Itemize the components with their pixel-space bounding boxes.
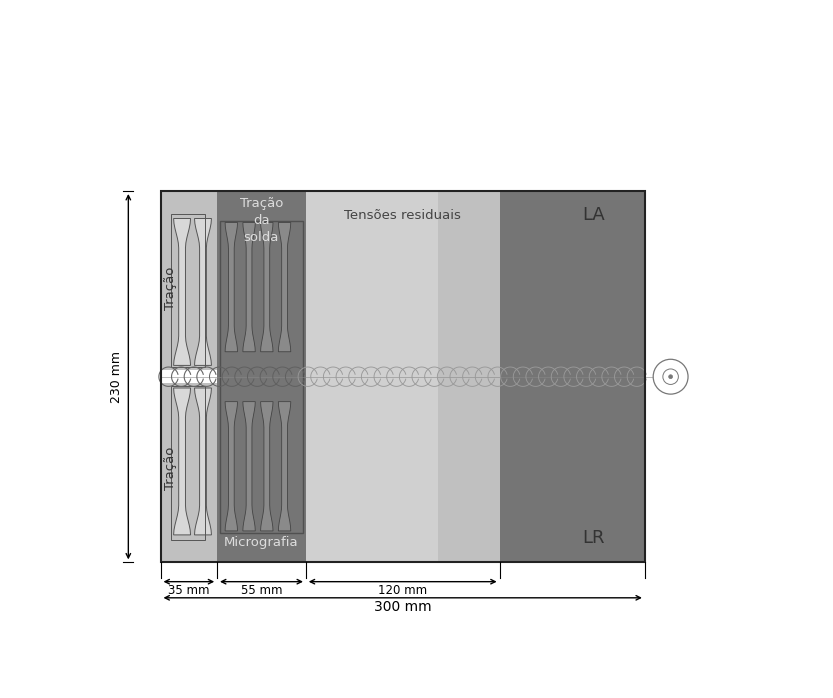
Circle shape bbox=[663, 369, 678, 385]
Bar bbox=[161, 191, 645, 563]
Bar bbox=[217, 191, 306, 563]
Circle shape bbox=[669, 375, 672, 378]
Polygon shape bbox=[261, 401, 273, 531]
Text: 55 mm: 55 mm bbox=[241, 584, 282, 597]
Bar bbox=[306, 191, 437, 563]
Bar bbox=[437, 191, 500, 563]
Polygon shape bbox=[194, 388, 212, 535]
Text: 230 mm: 230 mm bbox=[111, 350, 123, 403]
Text: Micrografia: Micrografia bbox=[224, 537, 299, 549]
Polygon shape bbox=[225, 223, 237, 352]
Polygon shape bbox=[243, 223, 255, 352]
Text: 35 mm: 35 mm bbox=[168, 584, 210, 597]
Text: Tensões residuais: Tensões residuais bbox=[344, 209, 461, 222]
Circle shape bbox=[653, 359, 688, 394]
Bar bbox=[161, 370, 217, 383]
Polygon shape bbox=[173, 218, 191, 365]
Text: Tração: Tração bbox=[164, 447, 177, 491]
Bar bbox=[171, 214, 205, 367]
Polygon shape bbox=[278, 401, 291, 531]
Polygon shape bbox=[261, 223, 273, 352]
Polygon shape bbox=[173, 388, 191, 535]
Polygon shape bbox=[278, 223, 291, 352]
Text: Tração: Tração bbox=[164, 267, 177, 311]
Polygon shape bbox=[243, 401, 255, 531]
Text: LR: LR bbox=[583, 529, 606, 547]
Text: 300 mm: 300 mm bbox=[374, 600, 431, 614]
Bar bbox=[500, 191, 645, 563]
Text: LA: LA bbox=[582, 207, 606, 224]
Polygon shape bbox=[225, 401, 237, 531]
Bar bbox=[220, 221, 302, 533]
Bar bbox=[171, 387, 205, 540]
Polygon shape bbox=[194, 218, 212, 365]
Text: Tração
da
solda: Tração da solda bbox=[240, 197, 283, 244]
Text: 120 mm: 120 mm bbox=[378, 584, 427, 597]
Bar bbox=[161, 191, 217, 563]
